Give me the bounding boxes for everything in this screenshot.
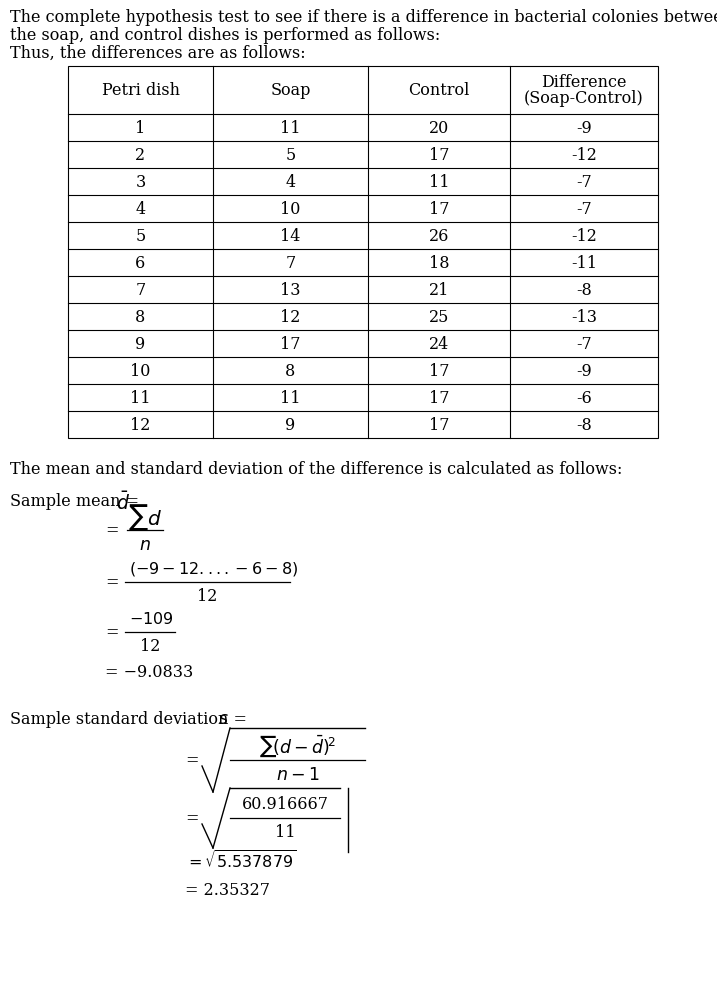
Text: -7: -7 — [576, 201, 592, 218]
Text: =: = — [185, 751, 199, 769]
Text: =: = — [105, 522, 118, 539]
Text: 26: 26 — [429, 228, 449, 245]
Text: -12: -12 — [571, 228, 597, 245]
Text: -11: -11 — [571, 254, 597, 272]
Text: $= \sqrt{5.537879}$: $= \sqrt{5.537879}$ — [185, 849, 297, 872]
Text: 10: 10 — [130, 363, 151, 380]
Text: $\sum\!\left(d-\bar{d}\right)^{\!2}$: $\sum\!\left(d-\bar{d}\right)^{\!2}$ — [259, 733, 336, 758]
Text: 17: 17 — [429, 363, 450, 380]
Text: Sample standard deviation =: Sample standard deviation = — [10, 710, 252, 728]
Text: = −9.0833: = −9.0833 — [105, 664, 194, 680]
Text: -8: -8 — [576, 282, 592, 299]
Text: 5: 5 — [285, 147, 295, 164]
Text: Sample mean =: Sample mean = — [10, 492, 144, 510]
Text: 4: 4 — [136, 201, 146, 218]
Text: 14: 14 — [280, 228, 300, 245]
Text: $\bar{d}$: $\bar{d}$ — [116, 490, 130, 514]
Text: 60.916667: 60.916667 — [242, 796, 328, 812]
Text: 13: 13 — [280, 282, 300, 299]
Text: 11: 11 — [429, 174, 450, 191]
Text: 20: 20 — [429, 120, 449, 137]
Text: $n-1$: $n-1$ — [275, 765, 319, 783]
Text: 18: 18 — [429, 254, 450, 272]
Text: = 2.35327: = 2.35327 — [185, 881, 270, 898]
Text: 17: 17 — [280, 335, 300, 353]
Text: 24: 24 — [429, 335, 449, 353]
Text: the soap, and control dishes is performed as follows:: the soap, and control dishes is performe… — [10, 27, 440, 44]
Text: 8: 8 — [136, 309, 146, 325]
Text: -13: -13 — [571, 309, 597, 325]
Text: 12: 12 — [130, 416, 151, 434]
Text: $n$: $n$ — [139, 535, 151, 553]
Text: 7: 7 — [136, 282, 146, 299]
Text: 3: 3 — [136, 174, 146, 191]
Text: 17: 17 — [429, 201, 450, 218]
Text: 17: 17 — [429, 389, 450, 406]
Text: The complete hypothesis test to see if there is a difference in bacterial coloni: The complete hypothesis test to see if t… — [10, 9, 717, 26]
Text: $(-9-12....-6-8)$: $(-9-12....-6-8)$ — [129, 559, 298, 578]
Text: Control: Control — [408, 83, 470, 100]
Text: 1: 1 — [136, 120, 146, 137]
Text: 12: 12 — [140, 638, 160, 655]
Text: 11: 11 — [280, 120, 300, 137]
Text: The mean and standard deviation of the difference is calculated as follows:: The mean and standard deviation of the d… — [10, 460, 622, 477]
Text: Soap: Soap — [270, 83, 310, 100]
Text: (Soap-Control): (Soap-Control) — [524, 91, 644, 107]
Bar — [68, 67, 658, 439]
Text: 2: 2 — [136, 147, 146, 164]
Text: $-109$: $-109$ — [129, 610, 174, 626]
Text: =: = — [105, 624, 118, 641]
Text: 5: 5 — [136, 228, 146, 245]
Text: 9: 9 — [285, 416, 295, 434]
Text: 4: 4 — [285, 174, 295, 191]
Text: Difference: Difference — [541, 74, 627, 92]
Text: 10: 10 — [280, 201, 300, 218]
Text: 12: 12 — [197, 588, 218, 604]
Text: 17: 17 — [429, 147, 450, 164]
Text: -7: -7 — [576, 174, 592, 191]
Text: -8: -8 — [576, 416, 592, 434]
Text: 11: 11 — [280, 389, 300, 406]
Text: =: = — [185, 810, 199, 826]
Text: 11: 11 — [275, 823, 295, 841]
Text: -7: -7 — [576, 335, 592, 353]
Text: =: = — [105, 574, 118, 591]
Text: 25: 25 — [429, 309, 449, 325]
Text: 6: 6 — [136, 254, 146, 272]
Text: Thus, the differences are as follows:: Thus, the differences are as follows: — [10, 45, 305, 62]
Text: 12: 12 — [280, 309, 300, 325]
Text: 9: 9 — [136, 335, 146, 353]
Text: $\sum d$: $\sum d$ — [128, 502, 162, 532]
Text: -6: -6 — [576, 389, 592, 406]
Text: 17: 17 — [429, 416, 450, 434]
Text: 21: 21 — [429, 282, 449, 299]
Text: -12: -12 — [571, 147, 597, 164]
Text: Petri dish: Petri dish — [102, 83, 179, 100]
Text: 11: 11 — [130, 389, 151, 406]
Text: 8: 8 — [285, 363, 295, 380]
Text: $s$: $s$ — [218, 709, 229, 728]
Text: -9: -9 — [576, 120, 592, 137]
Text: -9: -9 — [576, 363, 592, 380]
Text: 7: 7 — [285, 254, 295, 272]
